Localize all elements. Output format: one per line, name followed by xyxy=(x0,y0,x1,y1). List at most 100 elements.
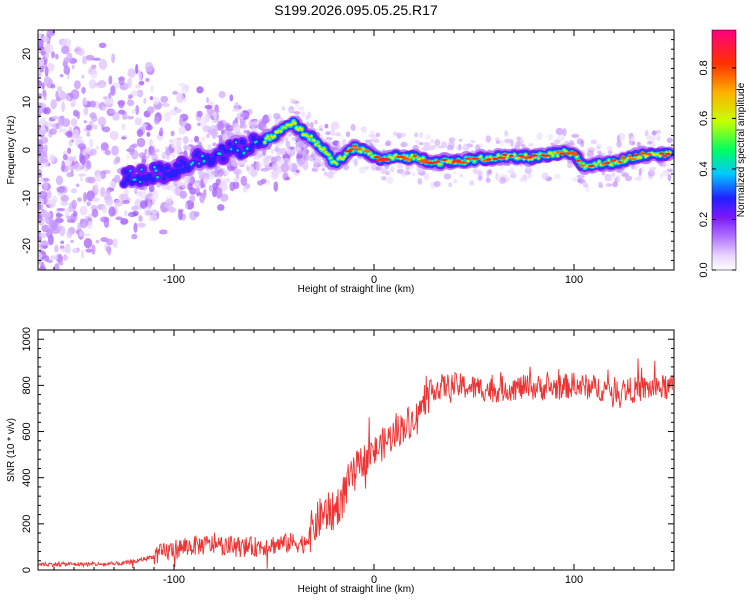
ridge-cell xyxy=(410,153,414,157)
noise-blob xyxy=(550,142,555,146)
noise-blob xyxy=(273,112,281,120)
colorbar-tick-label: 0.0 xyxy=(698,262,710,277)
colorbar-label: Normalized spectral amplitude xyxy=(736,82,747,217)
noise-blob xyxy=(59,124,63,133)
noise-blob xyxy=(83,233,91,237)
noise-blob xyxy=(401,171,408,177)
noise-blob xyxy=(211,109,221,114)
noise-blob xyxy=(90,100,96,108)
ridge-cell xyxy=(227,141,232,147)
noise-blob xyxy=(121,136,127,140)
noise-blob xyxy=(88,176,96,184)
ridge-cell xyxy=(153,165,156,169)
noise-blob xyxy=(61,128,68,134)
noise-blob xyxy=(500,165,505,169)
ridge-cell xyxy=(327,153,331,156)
ridge-cell xyxy=(245,147,249,150)
noise-blob xyxy=(629,140,635,146)
ridge-cell xyxy=(333,161,337,164)
noise-blob xyxy=(612,181,618,188)
noise-blob xyxy=(373,138,380,143)
noise-blob xyxy=(337,142,341,146)
ridge-cell xyxy=(308,137,311,141)
noise-blob xyxy=(208,184,213,192)
noise-blob xyxy=(39,232,48,238)
noise-blob xyxy=(90,68,98,79)
noise-blob xyxy=(66,52,73,62)
noise-blob xyxy=(495,137,500,141)
ridge-peak xyxy=(492,157,499,161)
noise-blob xyxy=(91,115,98,122)
noise-blob xyxy=(133,222,138,233)
noise-blob xyxy=(213,111,217,120)
noise-blob xyxy=(40,262,45,270)
ridge-cell xyxy=(300,127,304,131)
noise-blob xyxy=(325,136,333,141)
y-tick-label: -20 xyxy=(21,238,33,254)
ridge-peak xyxy=(348,148,354,151)
ridge-cell xyxy=(614,161,617,164)
noise-blob xyxy=(71,64,75,70)
ridge-cell xyxy=(391,156,395,160)
noise-blob xyxy=(662,169,670,177)
snr-y-axis: 0 200 400 600 800 1000 xyxy=(21,327,674,573)
noise-blob xyxy=(60,240,65,244)
noise-blob xyxy=(80,218,89,229)
noise-blob xyxy=(605,183,610,187)
noise-blob xyxy=(77,143,87,150)
ridge-cell xyxy=(167,173,174,179)
noise-blob xyxy=(215,178,221,185)
ridge-peak xyxy=(628,157,637,161)
ridge-cell xyxy=(290,122,294,126)
noise-blob xyxy=(143,97,147,104)
noise-blob xyxy=(185,176,190,181)
noise-blob xyxy=(598,181,603,187)
noise-blob xyxy=(233,177,240,183)
ridge-cell xyxy=(593,162,596,165)
noise-blob xyxy=(38,203,42,212)
noise-blob xyxy=(364,139,372,144)
ridge-cell xyxy=(343,155,347,158)
noise-blob xyxy=(280,162,290,173)
noise-blob xyxy=(425,134,431,140)
noise-blob xyxy=(273,181,279,192)
noise-blob xyxy=(176,92,185,104)
noise-blob xyxy=(178,210,183,221)
noise-blob xyxy=(95,84,105,89)
noise-blob xyxy=(301,110,306,118)
x-tick-label: -100 xyxy=(163,574,185,586)
noise-blob xyxy=(66,230,73,239)
noise-blob xyxy=(666,137,673,143)
noise-blob xyxy=(380,168,388,175)
noise-blob xyxy=(297,106,305,111)
noise-blob xyxy=(39,116,47,126)
noise-blob xyxy=(319,128,324,132)
noise-blob xyxy=(150,149,156,154)
ridge-cell xyxy=(164,165,170,171)
ridge-cell xyxy=(201,154,204,158)
noise-blob xyxy=(400,141,408,148)
noise-blob xyxy=(644,130,649,137)
ridge-cell xyxy=(236,149,239,152)
noise-blob xyxy=(430,139,434,144)
noise-blob xyxy=(102,105,107,112)
noise-blob xyxy=(70,118,78,127)
noise-blob xyxy=(67,165,76,170)
noise-blob xyxy=(100,187,106,197)
noise-blob xyxy=(126,115,135,120)
noise-blob xyxy=(111,145,119,156)
noise-blob xyxy=(46,228,53,239)
ridge-cell xyxy=(512,153,516,157)
noise-blob xyxy=(98,116,107,127)
noise-blob xyxy=(80,154,87,165)
noise-blob xyxy=(103,217,110,228)
noise-blob xyxy=(582,182,589,188)
noise-blob xyxy=(223,177,231,183)
noise-blob xyxy=(397,162,404,169)
ridge-peak xyxy=(373,155,380,159)
noise-blob xyxy=(64,243,71,254)
noise-blob xyxy=(43,144,48,154)
noise-blob xyxy=(459,173,464,178)
noise-blob xyxy=(289,98,297,104)
ridge-cell xyxy=(394,153,398,157)
